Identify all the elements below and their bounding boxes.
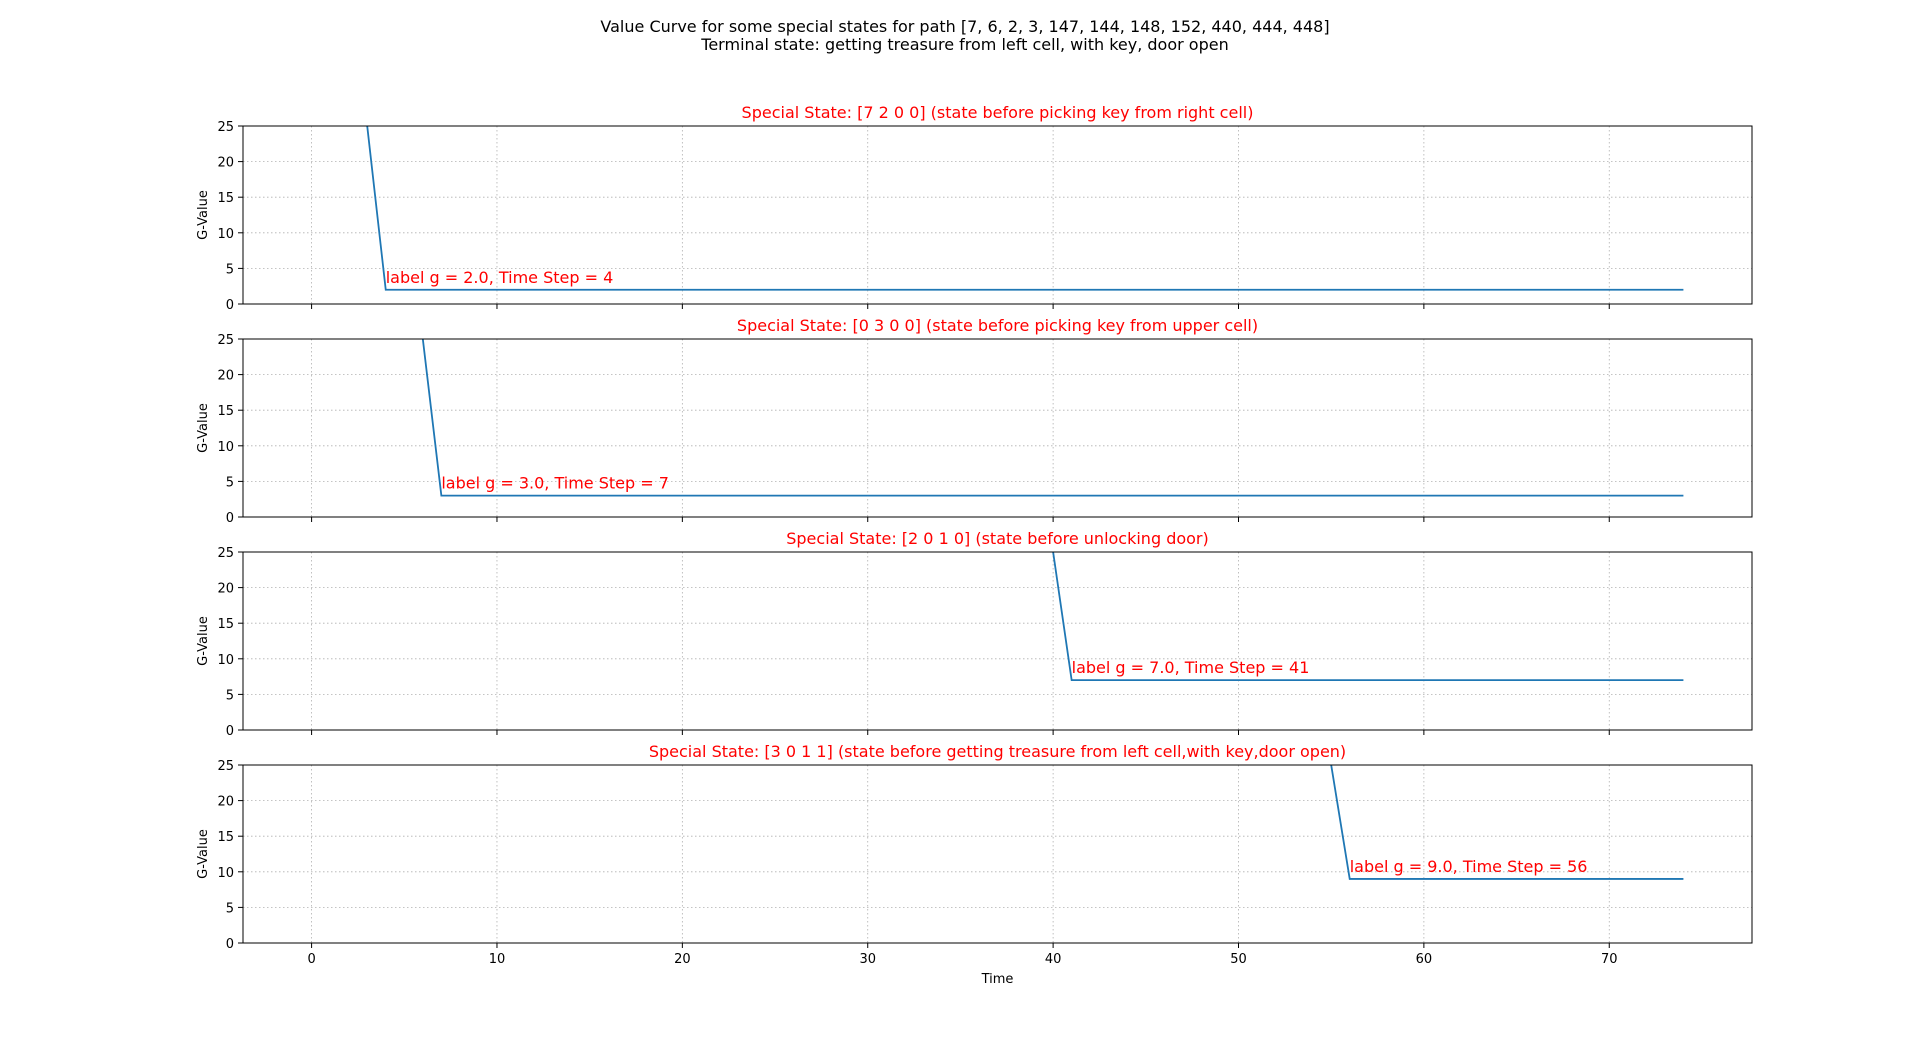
subplot-2: 0 5 10 15 20 25 Special State: [0 3 0 0] (stat… <box>196 316 1753 526</box>
series-line-1 <box>366 126 1684 291</box>
axes-frame <box>242 125 1753 305</box>
y-tick-label: 10 <box>217 227 234 242</box>
axes-frame <box>242 551 1753 731</box>
y-tick-label: 25 <box>217 333 234 348</box>
y-tick-label: 5 <box>226 262 234 277</box>
x-tick-label: 20 <box>674 952 691 967</box>
y-tick-label: 15 <box>217 830 234 845</box>
y-tick-label: 15 <box>217 404 234 419</box>
x-tick-label: 10 <box>489 952 506 967</box>
y-tick-label: 5 <box>226 901 234 916</box>
y-tick-label: 10 <box>217 440 234 455</box>
series-line-1 <box>421 339 1684 497</box>
y-axis-label: G-Value <box>196 403 211 453</box>
subplot-3: 0 5 10 15 20 25 Special State: [2 0 1 0] (stat… <box>196 529 1753 739</box>
y-tick-label: 10 <box>217 866 234 881</box>
x-tick-label: 50 <box>1230 952 1247 967</box>
subplot-title: Special State: [7 2 0 0] (state before p… <box>742 103 1254 122</box>
subplot-4: 0 5 10 15 20 25 0 10 20 30 40 50 60 70 Special State: … <box>196 742 1753 987</box>
y-axis-label: G-Value <box>196 616 211 666</box>
y-tick-label: 20 <box>217 156 234 171</box>
y-tick-label: 0 <box>226 724 234 739</box>
subplots: 0 5 10 15 20 25 Special State: [7 2 0 0] (stat… <box>196 103 1753 987</box>
x-axis-label: Time <box>981 972 1014 987</box>
y-axis-label: G-Value <box>196 829 211 879</box>
y-tick-label: 20 <box>217 369 234 384</box>
y-tick-label: 25 <box>217 120 234 135</box>
figure-title-line2: Terminal state: getting treasure from le… <box>700 35 1228 54</box>
y-axis-label: G-Value <box>196 190 211 240</box>
x-tick-label: 0 <box>307 952 315 967</box>
axes-frame <box>242 338 1753 518</box>
y-tick-label: 20 <box>217 795 234 810</box>
annotation-label: label g = 7.0, Time Step = 41 <box>1072 658 1310 677</box>
annotation-label: label g = 2.0, Time Step = 4 <box>386 268 614 287</box>
x-tick-label: 40 <box>1045 952 1062 967</box>
annotation-label: label g = 9.0, Time Step = 56 <box>1350 857 1588 876</box>
y-tick-label: 5 <box>226 475 234 490</box>
y-tick-label: 25 <box>217 546 234 561</box>
y-tick-label: 20 <box>217 582 234 597</box>
y-tick-label: 10 <box>217 653 234 668</box>
y-tick-label: 15 <box>217 191 234 206</box>
subplot-title: Special State: [2 0 1 0] (state before u… <box>786 529 1209 548</box>
figure-title-line1: Value Curve for some special states for … <box>600 17 1329 36</box>
subplot-1: 0 5 10 15 20 25 Special State: [7 2 0 0] (stat… <box>196 103 1753 313</box>
x-tick-label: 30 <box>859 952 876 967</box>
axes-frame <box>242 764 1753 944</box>
y-tick-label: 0 <box>226 937 234 952</box>
y-tick-label: 0 <box>226 298 234 313</box>
series-line-1 <box>1052 552 1684 682</box>
y-tick-label: 15 <box>217 617 234 632</box>
x-tick-label: 60 <box>1416 952 1433 967</box>
x-tick-label: 70 <box>1601 952 1618 967</box>
y-tick-label: 0 <box>226 511 234 526</box>
annotation-label: label g = 3.0, Time Step = 7 <box>441 474 669 493</box>
subplot-title: Special State: [0 3 0 0] (state before p… <box>737 316 1258 335</box>
y-tick-label: 25 <box>217 759 234 774</box>
y-tick-label: 5 <box>226 688 234 703</box>
subplot-title: Special State: [3 0 1 1] (state before g… <box>649 742 1346 761</box>
series-line-1 <box>1330 765 1684 880</box>
